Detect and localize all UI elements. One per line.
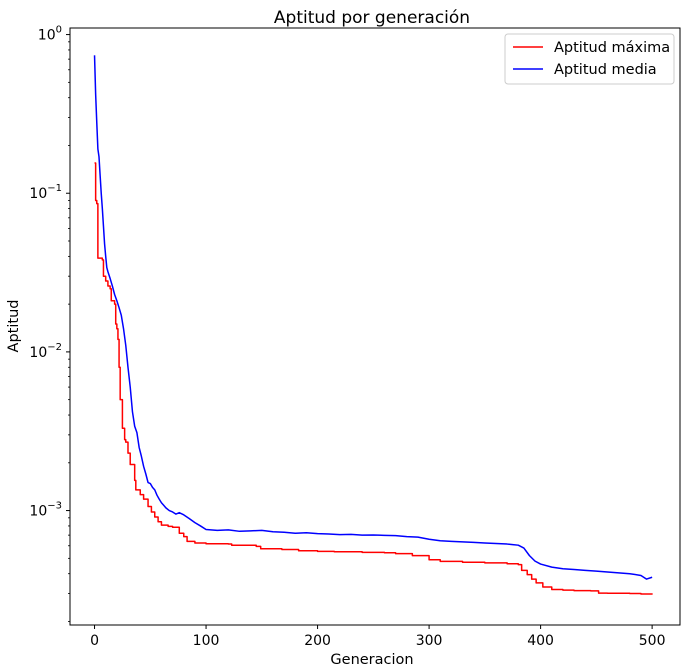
plot-frame bbox=[69, 27, 681, 626]
x-tick-label: 400 bbox=[527, 633, 554, 649]
x-tick-label: 0 bbox=[90, 633, 99, 649]
x-tick-label: 300 bbox=[416, 633, 443, 649]
legend-label-aptitud-media: Aptitud media bbox=[554, 62, 657, 78]
y-tick-label: 10−1 bbox=[29, 183, 62, 202]
legend-box bbox=[504, 33, 675, 85]
y-tick-label: 10−2 bbox=[29, 342, 62, 361]
series-lines bbox=[93, 55, 653, 595]
series-line-aptitud-maxima bbox=[94, 162, 653, 595]
x-tick-label: 500 bbox=[639, 633, 666, 649]
legend-label-aptitud-maxima: Aptitud máxima bbox=[554, 40, 670, 56]
x-axis-label: Generacion bbox=[330, 652, 413, 668]
x-axis: 0 100 200 300 400 500 bbox=[90, 625, 665, 649]
x-tick-label: 100 bbox=[193, 633, 220, 649]
y-tick-label: 100 bbox=[38, 25, 62, 44]
chart-title: Aptitud por generación bbox=[274, 8, 470, 28]
y-tick-label: 10−3 bbox=[29, 501, 62, 520]
y-axis: 10−3 10−2 10−1 100 bbox=[29, 25, 70, 622]
y-axis-label: Aptitud bbox=[6, 300, 22, 353]
legend: Aptitud máxima Aptitud media bbox=[504, 33, 675, 85]
x-tick-label: 200 bbox=[304, 633, 331, 649]
series-line-aptitud-media bbox=[93, 55, 653, 580]
